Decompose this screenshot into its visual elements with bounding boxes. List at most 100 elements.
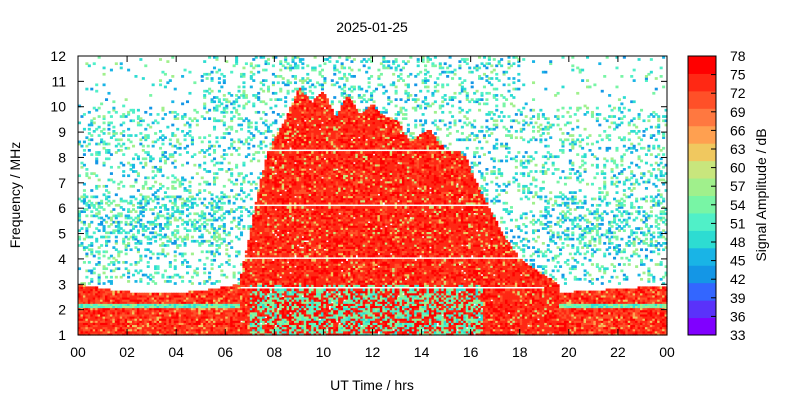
heatmap-cell — [117, 231, 121, 235]
heatmap-cell — [254, 231, 258, 235]
heatmap-cell — [293, 212, 298, 216]
heatmap-cell — [271, 83, 275, 87]
heatmap-cell — [161, 142, 165, 146]
heatmap-cell — [78, 301, 82, 304]
heatmap-cell — [92, 315, 96, 319]
heatmap-cell — [124, 98, 128, 101]
heatmap-cell — [146, 242, 150, 245]
heatmap-cell — [274, 229, 278, 233]
heatmap-cell — [95, 290, 99, 294]
heatmap-cell — [168, 261, 172, 264]
heatmap-cell — [102, 140, 106, 144]
heatmap-cell — [237, 117, 241, 121]
heatmap-cell — [235, 58, 239, 61]
heatmap-cell — [181, 309, 185, 313]
heatmap-cell — [237, 324, 241, 328]
heatmap-cell — [198, 301, 202, 304]
heatmap-cell — [296, 138, 300, 142]
heatmap-cell — [131, 237, 136, 241]
heatmap-cell — [276, 328, 280, 332]
heatmap-cell — [136, 315, 140, 319]
heatmap-cell — [296, 303, 300, 307]
heatmap-cell — [274, 193, 278, 197]
heatmap-cell — [225, 313, 229, 317]
heatmap-cell — [154, 320, 158, 323]
heatmap-cell — [252, 244, 256, 247]
heatmap-cell — [156, 256, 160, 260]
heatmap-cell — [166, 280, 170, 283]
heatmap-cell — [254, 218, 258, 222]
heatmap-cell — [85, 174, 89, 178]
heatmap-cell — [205, 290, 209, 294]
heatmap-cell — [215, 290, 219, 294]
heatmap-cell — [262, 110, 266, 114]
heatmap-cell — [114, 305, 118, 309]
heatmap-cell — [284, 269, 288, 273]
heatmap-cell — [239, 296, 244, 300]
heatmap-cell — [284, 284, 288, 287]
heatmap-cell — [269, 151, 273, 154]
heatmap-cell — [149, 220, 153, 224]
heatmap-cell — [247, 193, 251, 197]
heatmap-cell — [242, 313, 246, 317]
heatmap-cell — [247, 282, 251, 285]
heatmap-cell — [82, 299, 86, 302]
heatmap-cell — [105, 294, 109, 298]
heatmap-cell — [279, 235, 283, 239]
heatmap-cell — [239, 305, 244, 309]
heatmap-cell — [212, 301, 217, 304]
heatmap-cell — [281, 326, 285, 330]
heatmap-cell — [163, 195, 167, 199]
heatmap-cell — [286, 117, 290, 121]
heatmap-cell — [252, 292, 256, 296]
heatmap-cell — [178, 328, 182, 332]
heatmap-cell — [284, 178, 288, 182]
heatmap-cell — [97, 296, 101, 300]
heatmap-cell — [173, 87, 177, 91]
heatmap-cell — [281, 242, 285, 245]
heatmap-cell — [127, 110, 131, 114]
heatmap-cell — [293, 332, 298, 336]
heatmap-cell — [220, 110, 224, 114]
heatmap-cell — [107, 307, 111, 311]
heatmap-cell — [291, 322, 295, 326]
heatmap-cell — [281, 290, 285, 294]
heatmap-cell — [237, 332, 241, 336]
heatmap-cell — [217, 307, 221, 311]
heatmap-cell — [166, 225, 170, 228]
heatmap-cell — [215, 136, 219, 140]
heatmap-cell — [171, 153, 175, 156]
heatmap-cell — [289, 201, 293, 205]
heatmap-cell — [129, 296, 133, 300]
heatmap-cell — [249, 301, 253, 304]
heatmap-cell — [237, 305, 241, 309]
heatmap-cell — [225, 332, 229, 336]
heatmap-cell — [249, 121, 253, 125]
heatmap-cell — [242, 206, 246, 209]
heatmap-cell — [227, 210, 231, 214]
heatmap-cell — [112, 134, 116, 137]
heatmap-cell — [252, 66, 256, 70]
heatmap-cell — [114, 229, 118, 233]
heatmap-cell — [90, 271, 94, 275]
heatmap-cell — [139, 218, 143, 222]
heatmap-cell — [284, 218, 288, 222]
heatmap-cell — [97, 315, 101, 319]
heatmap-cell — [232, 313, 236, 317]
heatmap-cell — [90, 307, 94, 311]
heatmap-cell — [188, 311, 192, 315]
heatmap-cell — [102, 290, 106, 294]
heatmap-cell — [230, 119, 234, 123]
heatmap-cell — [210, 330, 214, 334]
heatmap-cell — [227, 307, 231, 311]
heatmap-cell — [220, 168, 224, 171]
heatmap-cell — [112, 320, 116, 323]
heatmap-cell — [279, 68, 283, 72]
heatmap-cell — [185, 318, 190, 321]
heatmap-cell — [298, 280, 302, 283]
heatmap-cell — [124, 324, 128, 328]
heatmap-cell — [134, 237, 138, 241]
heatmap-cell — [109, 322, 113, 326]
heatmap-cell — [291, 242, 295, 245]
heatmap-cell — [212, 288, 217, 292]
